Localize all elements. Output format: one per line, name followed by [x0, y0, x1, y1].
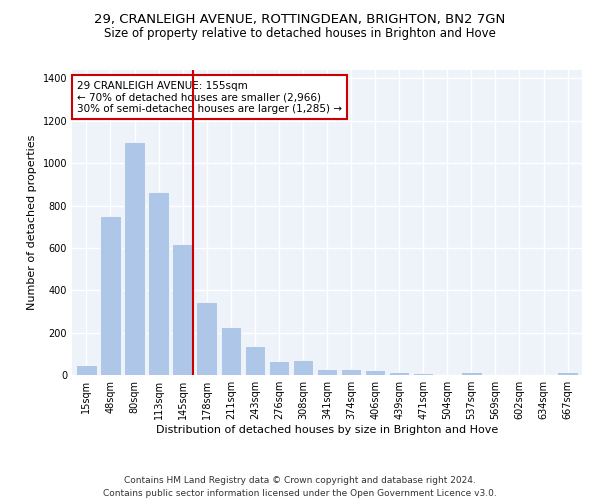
- Bar: [389, 372, 409, 375]
- Bar: [413, 373, 433, 375]
- X-axis label: Distribution of detached houses by size in Brighton and Hove: Distribution of detached houses by size …: [156, 425, 498, 435]
- Bar: [172, 244, 193, 375]
- Bar: [461, 372, 482, 375]
- Bar: [124, 142, 145, 375]
- Bar: [148, 192, 169, 375]
- Bar: [76, 365, 97, 375]
- Bar: [341, 368, 361, 375]
- Text: Size of property relative to detached houses in Brighton and Hove: Size of property relative to detached ho…: [104, 28, 496, 40]
- Bar: [293, 360, 313, 375]
- Bar: [317, 368, 337, 375]
- Bar: [365, 370, 385, 375]
- Text: 29, CRANLEIGH AVENUE, ROTTINGDEAN, BRIGHTON, BN2 7GN: 29, CRANLEIGH AVENUE, ROTTINGDEAN, BRIGH…: [94, 12, 506, 26]
- Text: 29 CRANLEIGH AVENUE: 155sqm
← 70% of detached houses are smaller (2,966)
30% of : 29 CRANLEIGH AVENUE: 155sqm ← 70% of det…: [77, 80, 342, 114]
- Bar: [245, 346, 265, 375]
- Bar: [269, 361, 289, 375]
- Bar: [100, 216, 121, 375]
- Y-axis label: Number of detached properties: Number of detached properties: [27, 135, 37, 310]
- Text: Contains HM Land Registry data © Crown copyright and database right 2024.
Contai: Contains HM Land Registry data © Crown c…: [103, 476, 497, 498]
- Bar: [557, 372, 578, 375]
- Bar: [196, 302, 217, 375]
- Bar: [221, 328, 241, 375]
